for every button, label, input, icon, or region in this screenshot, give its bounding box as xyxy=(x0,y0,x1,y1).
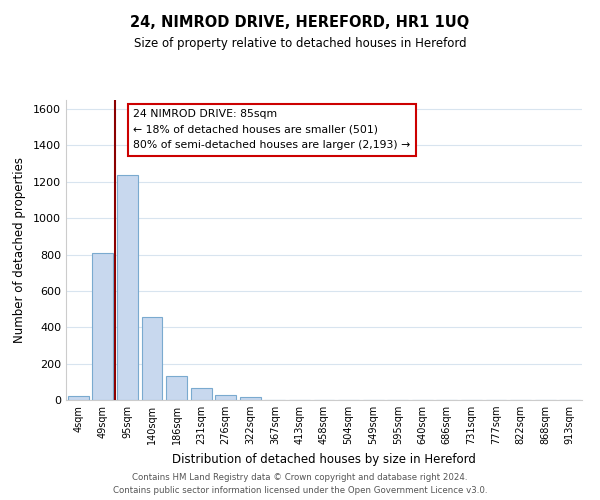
Bar xyxy=(68,396,89,400)
Text: 24, NIMROD DRIVE, HEREFORD, HR1 1UQ: 24, NIMROD DRIVE, HEREFORD, HR1 1UQ xyxy=(130,15,470,30)
X-axis label: Distribution of detached houses by size in Hereford: Distribution of detached houses by size … xyxy=(172,452,476,466)
Text: 24 NIMROD DRIVE: 85sqm
← 18% of detached houses are smaller (501)
80% of semi-de: 24 NIMROD DRIVE: 85sqm ← 18% of detached… xyxy=(133,109,410,150)
Y-axis label: Number of detached properties: Number of detached properties xyxy=(13,157,26,343)
Bar xyxy=(215,396,236,400)
Bar xyxy=(240,398,261,400)
Text: Size of property relative to detached houses in Hereford: Size of property relative to detached ho… xyxy=(134,38,466,51)
Bar xyxy=(166,376,187,400)
Bar xyxy=(117,174,138,400)
Text: Contains HM Land Registry data © Crown copyright and database right 2024.: Contains HM Land Registry data © Crown c… xyxy=(132,474,468,482)
Text: Contains public sector information licensed under the Open Government Licence v3: Contains public sector information licen… xyxy=(113,486,487,495)
Bar xyxy=(142,318,163,400)
Bar xyxy=(92,252,113,400)
Bar xyxy=(191,388,212,400)
